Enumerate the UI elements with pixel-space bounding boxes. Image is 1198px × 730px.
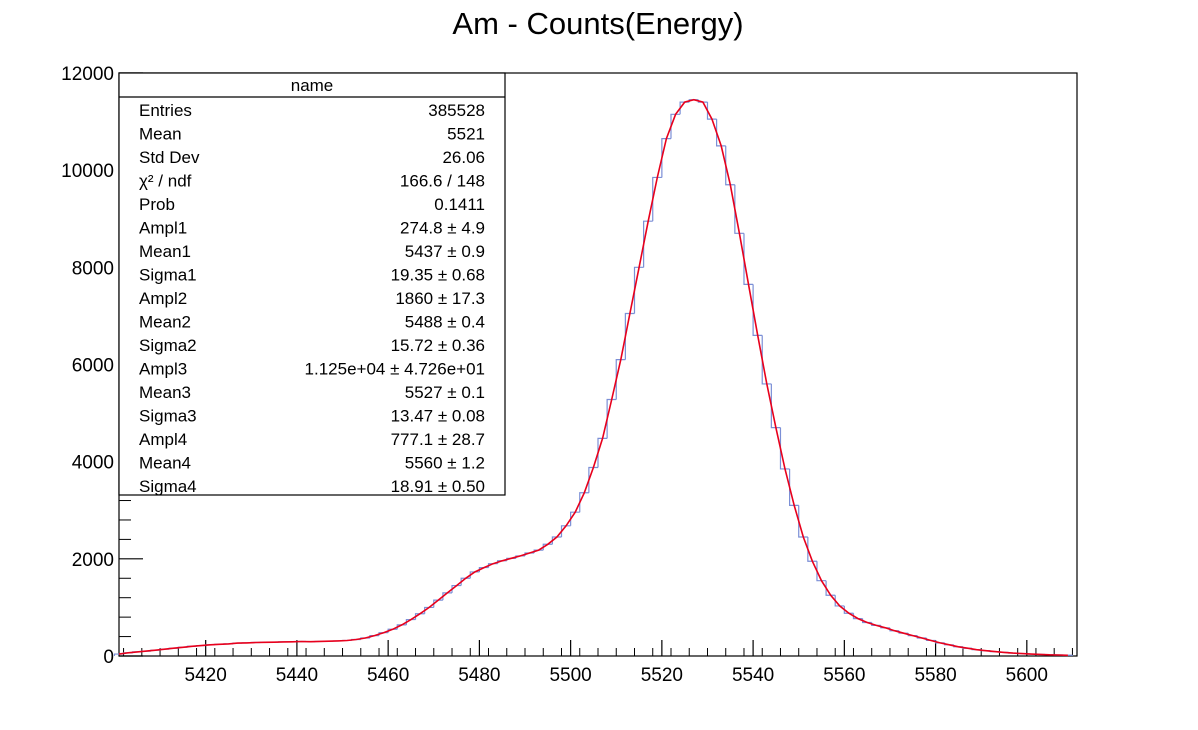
histogram-bin: [770, 383, 781, 429]
stats-row-value: 5521: [447, 125, 485, 144]
stats-row-label: Sigma4: [139, 477, 197, 496]
y-tick-label: 10000: [61, 161, 114, 182]
histogram-bin: [442, 592, 453, 601]
stats-row-value: 1860 ± 17.3: [395, 289, 485, 308]
histogram-bin: [615, 359, 626, 400]
stats-row-label: Mean3: [139, 383, 191, 402]
histogram-bin: [643, 220, 653, 268]
stats-row-value: 1.125e+04 ± 4.726e+01: [305, 360, 485, 379]
histogram-bin: [597, 437, 608, 468]
stats-row-label: Ampl1: [139, 219, 187, 238]
x-tick-label: 5580: [914, 665, 956, 686]
histogram-bin: [451, 584, 462, 593]
histogram-bin: [734, 184, 744, 234]
y-tick-label: 4000: [72, 453, 114, 474]
x-axis: 5420 5440 5460 5480 5500 5520 5540 5560 5580 5600: [123, 640, 1073, 686]
stats-row-label: Sigma1: [139, 266, 197, 285]
stats-row-value: 5527 ± 0.1: [405, 383, 485, 402]
histogram-bin: [652, 176, 662, 222]
histogram-bin: [843, 605, 854, 614]
histogram-bin: [779, 427, 790, 470]
histogram-bin: [460, 577, 471, 586]
histogram-bin: [743, 233, 754, 285]
x-tick-label: 5480: [458, 665, 500, 686]
histogram-bin: [761, 335, 772, 385]
stats-box-border: [118, 72, 506, 496]
stats-row-value: 5437 ± 0.9: [405, 242, 485, 261]
histogram-bin: [424, 606, 434, 614]
histogram-bin: [588, 466, 598, 493]
stats-row-label: Mean4: [139, 454, 191, 473]
histogram-bin: [560, 525, 571, 537]
histogram-bin: [570, 511, 580, 526]
y-tick-label: 12000: [61, 64, 114, 85]
stats-row-label: Mean: [139, 125, 182, 144]
stats-row-value: 274.8 ± 4.9: [400, 219, 485, 238]
histogram-bin: [661, 137, 671, 178]
stats-row-value: 18.91 ± 0.50: [391, 477, 485, 496]
stats-row-value: 0.1411: [434, 195, 485, 214]
stats-row-value: 385528: [428, 101, 485, 120]
stats-row-label: Prob: [139, 195, 175, 214]
histogram-bin: [579, 492, 589, 513]
histogram-bin: [433, 599, 443, 608]
stats-row-label: Mean1: [139, 242, 191, 261]
stats-row-value: 5488 ± 0.4: [405, 313, 485, 332]
stats-row-label: Sigma2: [139, 336, 197, 355]
histogram-bin: [725, 145, 735, 186]
x-tick-label: 5420: [185, 665, 227, 686]
stats-row-label: Entries: [139, 101, 192, 120]
histogram-bin: [606, 398, 617, 439]
y-tick-label: 6000: [72, 356, 114, 377]
x-tick-label: 5540: [732, 665, 774, 686]
x-tick-label: 5440: [276, 665, 318, 686]
stats-row-label: Mean2: [139, 313, 191, 332]
stats-row-value: 5560 ± 1.2: [405, 454, 485, 473]
fit-curve: [118, 98, 1068, 657]
histogram-bin: [816, 561, 827, 582]
stats-row-label: χ² / ndf: [139, 172, 192, 191]
stats-row-value: 26.06: [442, 148, 485, 167]
histogram-bin: [542, 543, 553, 551]
stats-row-label: Ampl3: [139, 360, 187, 379]
histogram-bin: [789, 468, 799, 506]
stats-row-label: Ampl2: [139, 289, 187, 308]
stats-rows: Entries 385528 Mean 5521 Std Dev 26.06 χ² / nd…: [139, 101, 485, 496]
histogram-bin: [551, 536, 562, 545]
histogram-bin: [633, 266, 644, 314]
stats-row-value: 19.35 ± 0.68: [391, 266, 485, 285]
y-tick-label: 2000: [72, 550, 114, 571]
histogram-bin: [716, 119, 726, 147]
histogram-bin: [834, 595, 845, 607]
x-tick-label: 5500: [549, 665, 591, 686]
y-tick-label: 0: [103, 647, 114, 668]
stats-row-value: 166.6 / 148: [400, 172, 485, 191]
stats-row-value: 15.72 ± 0.36: [391, 336, 485, 355]
y-axis: 0 2000 4000 6000 8000 10000 12000: [61, 64, 143, 668]
histogram-bin: [670, 113, 681, 139]
histogram-bin: [807, 536, 817, 562]
stats-row-label: Sigma3: [139, 407, 197, 426]
stats-row-label: Ampl4: [139, 430, 187, 449]
stats-row-value: 13.47 ± 0.08: [391, 407, 485, 426]
histogram-bin: [752, 284, 763, 336]
x-tick-label: 5460: [367, 665, 409, 686]
x-tick-label: 5520: [641, 665, 683, 686]
histogram-bin: [706, 102, 717, 120]
histogram-bin: [798, 505, 808, 538]
x-tick-label: 5600: [1006, 665, 1048, 686]
chart-title: Am - Counts(Energy): [452, 6, 743, 41]
stats-box-name: name: [291, 76, 334, 95]
stats-box: name Entries 385528 Mean 5521 Std Dev 26.06 χ²…: [118, 72, 506, 496]
x-tick-label: 5560: [823, 665, 865, 686]
histogram-bin: [679, 101, 690, 115]
y-tick-label: 8000: [72, 258, 114, 279]
stats-row-value: 777.1 ± 28.7: [391, 430, 485, 449]
histogram-bin: [825, 580, 836, 596]
histogram-bin: [624, 312, 635, 360]
stats-row-label: Std Dev: [139, 148, 200, 167]
